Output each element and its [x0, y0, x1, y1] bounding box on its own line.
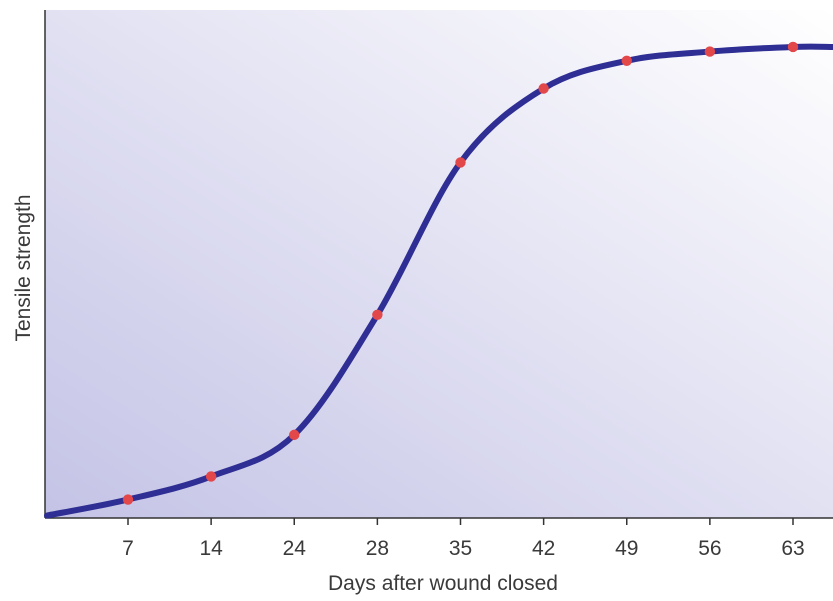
data-point-day-63 [787, 41, 799, 53]
x-axis-tick-labels: 7 14 24 28 35 42 49 56 63 [122, 537, 805, 560]
data-point-day-24 [289, 429, 300, 441]
x-tick-label: 63 [781, 537, 804, 560]
x-tick-label: 35 [449, 537, 472, 560]
x-tick-label: 56 [698, 537, 721, 560]
x-tick-label: 49 [615, 537, 638, 560]
x-tick-label: 24 [283, 537, 307, 560]
data-point-day-42 [538, 83, 549, 94]
x-axis-title: Days after wound closed [328, 572, 558, 595]
x-axis-ticks [127, 518, 794, 525]
data-point-day-49 [621, 55, 632, 66]
x-tick-label: 42 [532, 537, 555, 560]
x-tick-label: 7 [122, 537, 134, 560]
data-point-day-28 [372, 309, 383, 320]
plot-background [45, 10, 833, 518]
x-tick-label: 28 [366, 537, 389, 560]
series-markers [122, 41, 799, 505]
data-point-day-56 [704, 46, 716, 57]
data-point-day-7 [122, 494, 134, 505]
data-point-day-35 [455, 157, 466, 168]
y-axis-title: Tensile strength [12, 194, 35, 341]
x-tick-label: 14 [199, 537, 223, 560]
data-point-day-14 [205, 471, 217, 482]
